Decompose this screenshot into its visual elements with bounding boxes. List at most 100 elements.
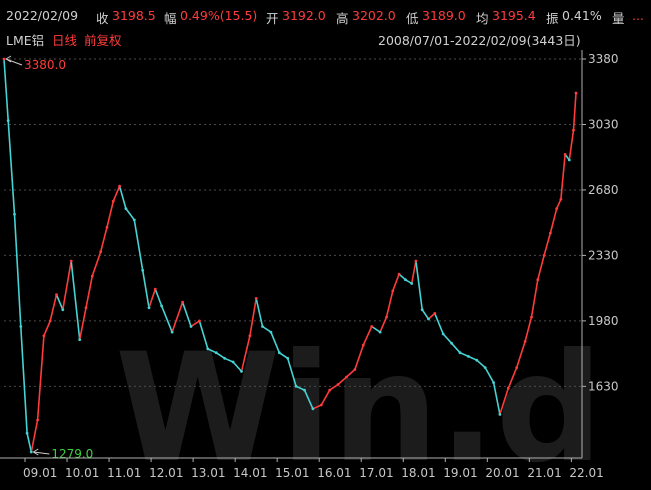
watermark: Win.d [115, 322, 603, 490]
price-segment-up [499, 387, 510, 415]
y-tick-label: 1980 [588, 314, 619, 328]
price-segment-down [303, 389, 314, 410]
period-selector[interactable]: 日线 [52, 33, 78, 48]
y-tick-label: 2680 [588, 183, 619, 197]
price-point [206, 347, 210, 351]
close-label: 收 [96, 11, 109, 26]
price-point [160, 304, 164, 308]
low-label: 低 [406, 11, 419, 26]
price-point [370, 325, 374, 328]
price-segment-up [78, 307, 87, 340]
high-value: 3202.0 [352, 8, 396, 23]
price-point [69, 259, 73, 263]
price-point [36, 418, 39, 422]
price-point [515, 366, 519, 369]
price-point [410, 282, 414, 285]
price-point [559, 197, 563, 201]
price-segment-up [549, 208, 558, 234]
price-point [254, 297, 258, 300]
price-segment-up [106, 201, 115, 228]
price-point [55, 293, 58, 297]
price-segment-down [270, 331, 281, 354]
price-segment-down [20, 326, 28, 434]
annotation-label: 3380.0 [24, 58, 66, 72]
price-point [78, 338, 82, 341]
price-segment-up [171, 301, 184, 333]
quote-date: 2022/02/09 [6, 8, 79, 23]
axis-ticks: 1630 1980 2330 2680 3030 3380 09.01 10.01 11.01 1… [23, 52, 619, 480]
price-segment-down [492, 382, 501, 415]
price-point [458, 351, 462, 355]
price-segment-down [262, 325, 272, 333]
price-point [311, 407, 315, 411]
price-point [572, 128, 575, 132]
price-point [198, 319, 201, 323]
annotation-label: 1279.0 [51, 447, 93, 461]
price-segment-down [125, 208, 135, 221]
y-tick-label: 3030 [588, 117, 619, 131]
price-segment-down [70, 260, 81, 340]
annotation-arrow-icon [33, 448, 39, 456]
price-segment-down [484, 367, 495, 383]
price-segment-up [572, 92, 577, 131]
price-point [536, 278, 540, 282]
price-point [189, 325, 193, 328]
x-tick-label: 09.01 [23, 466, 57, 480]
price-point [475, 358, 479, 362]
price-point [345, 375, 348, 379]
price-point [498, 413, 502, 416]
price-segment-up [91, 251, 102, 277]
price-segment-up [410, 260, 417, 284]
price-point [13, 212, 16, 216]
price-point [84, 306, 88, 310]
price-segment-down [278, 352, 289, 359]
price-point [441, 332, 445, 336]
x-tick-label: 14.01 [233, 466, 267, 480]
price-point [549, 231, 552, 235]
price-point [124, 207, 128, 211]
price-segment-up [249, 298, 257, 336]
price-segment-down [3, 58, 9, 121]
volume-value: ... [632, 8, 644, 23]
price-point [391, 289, 395, 293]
price-segment-down [255, 298, 264, 327]
adjust-selector[interactable]: 前复权 [84, 33, 122, 48]
price-point [319, 403, 323, 407]
date-range: 2008/07/01-2022/02/09(3443日) [378, 33, 581, 48]
price-segment-up [379, 316, 388, 333]
price-point [153, 287, 157, 291]
price-segment-up [345, 368, 356, 378]
price-point [25, 431, 29, 435]
price-segment-down [141, 270, 150, 308]
price-segment-down [476, 359, 486, 369]
price-segment-down [468, 355, 478, 361]
price-point [240, 370, 243, 373]
x-tick-label: 12.01 [149, 466, 183, 480]
price-segment-up [43, 320, 51, 337]
price-point [414, 259, 418, 263]
x-tick-label: 17.01 [359, 466, 393, 480]
price-point [483, 366, 487, 369]
price-segment-down [13, 214, 22, 327]
x-tick-label: 11.01 [107, 466, 141, 480]
avg-label: 均 [476, 11, 489, 26]
y-tick-label: 1630 [588, 379, 619, 393]
x-tick-label: 19.01 [443, 466, 477, 480]
open-label: 开 [266, 11, 279, 26]
price-point [170, 330, 174, 334]
price-point [492, 381, 495, 384]
price-segment-up [99, 227, 108, 252]
x-tick-label: 16.01 [317, 466, 351, 480]
price-point [328, 388, 332, 392]
price-point [261, 325, 264, 328]
price-segment-up [555, 198, 562, 209]
close-value: 3198.5 [112, 8, 156, 23]
x-tick-label: 10.01 [65, 466, 99, 480]
price-point [294, 384, 298, 388]
price-segment-up [36, 335, 45, 421]
price-segment-down [198, 320, 209, 350]
price-segment-down [415, 260, 423, 310]
price-segment-up [240, 335, 251, 372]
price-segment-up [320, 389, 331, 406]
